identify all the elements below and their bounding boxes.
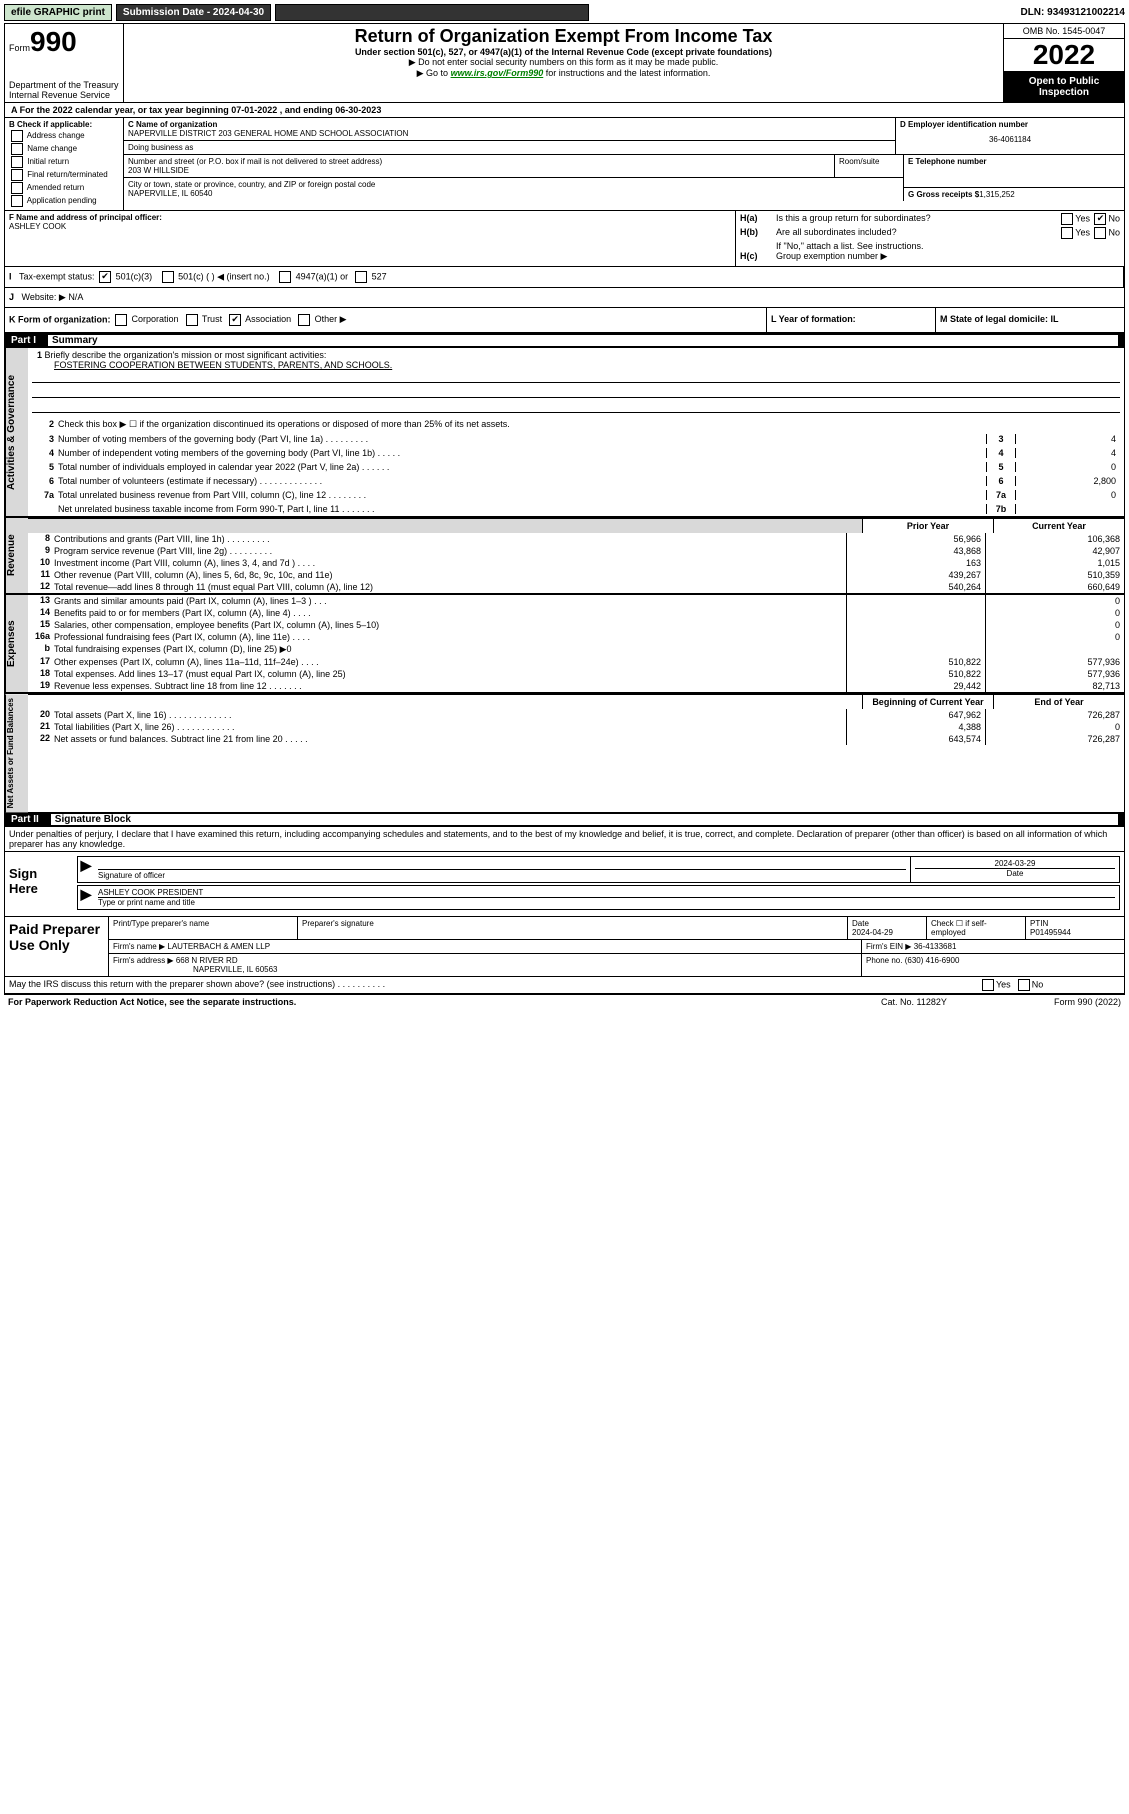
applicable-checkbox[interactable] xyxy=(11,130,23,142)
summary-row: 8Contributions and grants (Part VIII, li… xyxy=(28,533,1124,545)
firm-addr-cell: Firm's address ▶ 668 N RIVER RDNAPERVILL… xyxy=(109,954,862,976)
firm-phone-cell: Phone no. (630) 416-6900 xyxy=(862,954,1124,976)
tax-exempt-status: I Tax-exempt status: 501(c)(3) 501(c) ( … xyxy=(5,267,1124,287)
firm-ein-cell: Firm's EIN ▶ 36-4133681 xyxy=(862,940,1124,953)
officer-name-cell: ASHLEY COOK PRESIDENT Type or print name… xyxy=(94,886,1119,909)
cat-number: Cat. No. 11282Y xyxy=(881,997,1001,1007)
preparer-date: Date2024-04-29 xyxy=(848,917,927,939)
501c-checkbox[interactable] xyxy=(162,271,174,283)
officer-block: F Name and address of principal officer:… xyxy=(5,211,736,266)
paperwork-notice: For Paperwork Reduction Act Notice, see … xyxy=(8,997,881,1007)
ptin-cell: PTINP01495944 xyxy=(1026,917,1124,939)
top-bar: efile GRAPHIC print Submission Date - 20… xyxy=(4,4,1125,21)
applicable-checkbox[interactable] xyxy=(11,182,23,194)
tax-year-row: A For the 2022 calendar year, or tax yea… xyxy=(5,103,1124,118)
form-id-block: Form990 Department of the Treasury Inter… xyxy=(5,24,124,102)
summary-row: 12Total revenue—add lines 8 through 11 (… xyxy=(28,581,1124,593)
sig-date-cell: 2024-03-29 Date xyxy=(910,857,1119,882)
perjury-statement: Under penalties of perjury, I declare th… xyxy=(5,827,1124,851)
phone-receipts-block: E Telephone number G Gross receipts $1,3… xyxy=(904,155,1124,201)
applicable-checkbox[interactable] xyxy=(11,156,23,168)
summary-row: 20Total assets (Part X, line 16) . . . .… xyxy=(28,709,1124,721)
form-org-row: K Form of organization: Corporation Trus… xyxy=(5,308,766,332)
summary-row: 9Program service revenue (Part VIII, lin… xyxy=(28,545,1124,557)
summary-row: 11Other revenue (Part VIII, column (A), … xyxy=(28,569,1124,581)
summary-row: 15Salaries, other compensation, employee… xyxy=(28,619,1124,631)
discuss-yes-checkbox[interactable] xyxy=(982,979,994,991)
org-form-checkbox[interactable] xyxy=(186,314,198,326)
group-return-block: H(a)Is this a group return for subordina… xyxy=(736,211,1124,266)
applicable-checkbox[interactable] xyxy=(11,195,23,207)
form-version: Form 990 (2022) xyxy=(1001,997,1121,1007)
website-row: J Website: ▶ N/A xyxy=(5,288,1124,308)
org-form-checkbox[interactable] xyxy=(298,314,310,326)
blank-button xyxy=(275,4,589,21)
discuss-question: May the IRS discuss this return with the… xyxy=(9,979,980,991)
paid-preparer-label: Paid Preparer Use Only xyxy=(5,917,109,976)
ha-yes-checkbox[interactable] xyxy=(1061,213,1073,225)
officer-signature[interactable]: Signature of officer xyxy=(94,857,910,882)
firm-name-cell: Firm's name ▶ LAUTERBACH & AMEN LLP xyxy=(109,940,862,953)
expenses-tab: Expenses xyxy=(5,595,28,692)
ein-block: D Employer identification number 36-4061… xyxy=(896,118,1124,154)
form-title: Return of Organization Exempt From Incom… xyxy=(128,26,999,47)
submission-date-button[interactable]: Submission Date - 2024-04-30 xyxy=(116,4,271,21)
netassets-tab: Net Assets or Fund Balances xyxy=(5,694,28,812)
self-employed-check[interactable]: Check ☐ if self-employed xyxy=(927,917,1026,939)
527-checkbox[interactable] xyxy=(355,271,367,283)
part2-header: Part II Signature Block xyxy=(5,812,1124,827)
summary-row: 10Investment income (Part VIII, column (… xyxy=(28,557,1124,569)
summary-row: 21Total liabilities (Part X, line 26) . … xyxy=(28,721,1124,733)
governance-tab: Activities & Governance xyxy=(5,348,28,516)
efile-button[interactable]: efile GRAPHIC print xyxy=(4,4,112,21)
org-form-checkbox[interactable] xyxy=(229,314,241,326)
dln-label: DLN: 93493121002214 xyxy=(1020,7,1125,18)
hb-no-checkbox[interactable] xyxy=(1094,227,1106,239)
summary-row: 18Total expenses. Add lines 13–17 (must … xyxy=(28,668,1124,680)
year-block: OMB No. 1545-0047 2022 Open to Public In… xyxy=(1003,24,1124,102)
summary-row: 19Revenue less expenses. Subtract line 1… xyxy=(28,680,1124,692)
4947-checkbox[interactable] xyxy=(279,271,291,283)
check-applicable: B Check if applicable: Address change Na… xyxy=(5,118,124,210)
preparer-signature[interactable]: Preparer's signature xyxy=(298,917,848,939)
sign-here-label: Sign Here xyxy=(5,852,73,916)
applicable-checkbox[interactable] xyxy=(11,143,23,155)
summary-row: 13Grants and similar amounts paid (Part … xyxy=(28,595,1124,607)
org-form-checkbox[interactable] xyxy=(115,314,127,326)
hb-yes-checkbox[interactable] xyxy=(1061,227,1073,239)
ha-no-checkbox[interactable] xyxy=(1094,213,1106,225)
applicable-checkbox[interactable] xyxy=(11,169,23,181)
revenue-tab: Revenue xyxy=(5,518,28,593)
state-domicile: M State of legal domicile: IL xyxy=(935,308,1124,332)
summary-row: 22Net assets or fund balances. Subtract … xyxy=(28,733,1124,745)
summary-row: 16aProfessional fundraising fees (Part I… xyxy=(28,631,1124,643)
irs-link[interactable]: www.irs.gov/Form990 xyxy=(451,68,544,78)
501c3-checkbox[interactable] xyxy=(99,271,111,283)
form-title-block: Return of Organization Exempt From Incom… xyxy=(124,24,1003,102)
form-frame: Form990 Department of the Treasury Inter… xyxy=(4,23,1125,995)
part1-header: Part I Summary xyxy=(5,333,1124,348)
summary-row: bTotal fundraising expenses (Part IX, co… xyxy=(28,643,1124,656)
preparer-name: Print/Type preparer's name xyxy=(109,917,298,939)
summary-row: 17Other expenses (Part IX, column (A), l… xyxy=(28,656,1124,668)
year-formation: L Year of formation: xyxy=(766,308,935,332)
summary-row: 14Benefits paid to or for members (Part … xyxy=(28,607,1124,619)
discuss-no-checkbox[interactable] xyxy=(1018,979,1030,991)
name-block: C Name of organization NAPERVILLE DISTRI… xyxy=(124,118,896,154)
address-block: Number and street (or P.O. box if mail i… xyxy=(124,155,904,201)
